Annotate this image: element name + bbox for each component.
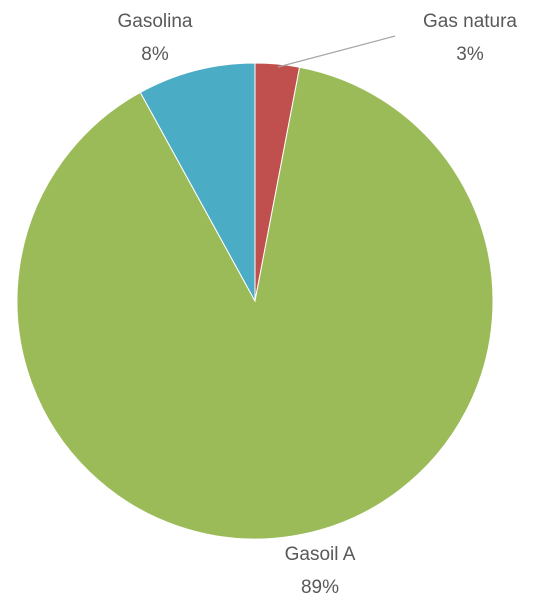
leader-line [277, 35, 396, 68]
slice-label: Gas natura [423, 11, 517, 32]
pie-slice [16, 66, 494, 540]
slice-value-label: 8% [141, 44, 169, 65]
pie-slice [139, 62, 256, 302]
slice-value-label: 89% [301, 577, 339, 598]
slice-label: Gasolina [118, 11, 193, 32]
slice-label: Gasoil A [285, 544, 356, 565]
slice-value-label: 3% [456, 44, 484, 65]
